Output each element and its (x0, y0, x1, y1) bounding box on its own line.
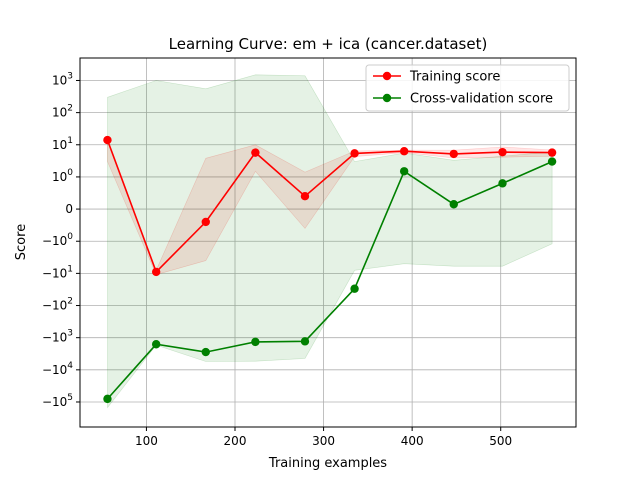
data-point (201, 347, 210, 357)
x-tick-label: 100 (135, 434, 158, 448)
legend-swatch-marker (382, 93, 392, 103)
x-axis-label: Training examples (268, 456, 387, 471)
y-tick-label: −101 (42, 264, 73, 280)
data-point (201, 217, 210, 227)
y-tick-label: −102 (42, 297, 73, 313)
y-tick-label: −105 (42, 393, 73, 409)
data-point (498, 147, 507, 157)
legend-label: Cross-validation score (410, 92, 553, 107)
x-tick-label: 200 (224, 434, 247, 448)
legend-label: Training score (409, 70, 500, 85)
y-tick-label: 0 (65, 202, 73, 216)
chart-title: Learning Curve: em + ica (cancer.dataset… (169, 35, 488, 53)
data-point (300, 192, 310, 201)
data-point (399, 147, 409, 156)
data-point (151, 267, 161, 277)
y-tick-label: −104 (42, 361, 73, 377)
y-axis-label: Score (14, 224, 29, 260)
y-tick-label: −103 (42, 329, 73, 345)
data-point (251, 337, 260, 347)
data-point (103, 135, 112, 145)
data-point (547, 148, 557, 157)
data-point (498, 179, 507, 188)
series-line (106, 139, 553, 274)
series-band (107, 74, 553, 409)
legend-swatch-marker (382, 71, 392, 81)
data-point (449, 149, 458, 159)
plot-frame (79, 57, 577, 428)
x-tick-label: 300 (312, 434, 335, 448)
data-point (350, 284, 359, 293)
data-point (399, 167, 409, 176)
data-point (449, 200, 458, 209)
x-tick-label: 400 (401, 434, 424, 448)
x-axis-ticks: 100 200 300 400 500 (135, 427, 512, 448)
data-point (251, 148, 260, 157)
x-tick-label: 500 (489, 434, 512, 448)
series-points (103, 135, 557, 404)
data-point (103, 394, 112, 404)
data-point (547, 157, 557, 166)
series-lines (106, 139, 553, 400)
legend: Training score Cross-validation score (365, 64, 570, 112)
data-point (350, 149, 359, 158)
data-point (151, 340, 161, 349)
series-line (106, 160, 553, 400)
grid-lines (80, 58, 576, 427)
y-tick-label: −100 (42, 232, 73, 248)
data-point (300, 337, 310, 346)
legend-box (365, 64, 570, 112)
